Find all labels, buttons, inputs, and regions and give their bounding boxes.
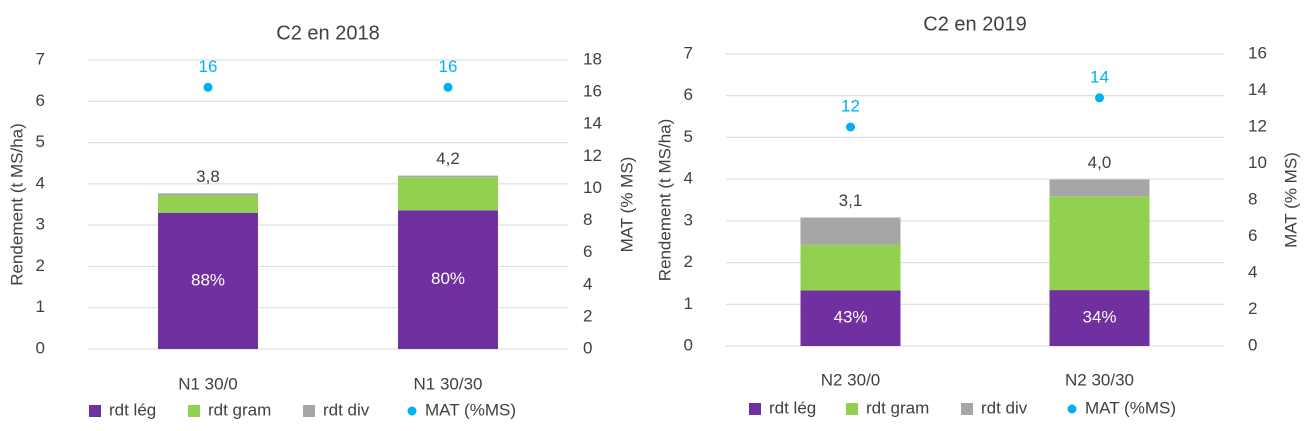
y-tick-label: 5 — [36, 132, 45, 151]
y-tick-label: 0 — [36, 338, 45, 357]
mat-label: 14 — [1090, 67, 1109, 86]
bar-rdt-div — [1049, 179, 1150, 197]
legend-label: rdt lég — [109, 400, 156, 419]
mat-label: 16 — [199, 57, 218, 76]
mat-label: 12 — [841, 96, 860, 115]
y-tick-label: 2 — [36, 256, 45, 275]
x-category-label: N2 30/0 — [821, 370, 881, 389]
y2-tick-label: 4 — [1248, 262, 1257, 281]
y2-tick-label: 6 — [583, 242, 592, 261]
legend-swatch — [749, 403, 761, 415]
y2-tick-label: 8 — [583, 210, 592, 229]
y-tick-label: 0 — [684, 335, 693, 354]
y2-tick-label: 12 — [1248, 116, 1267, 135]
legend-marker-mat — [407, 406, 417, 416]
chart-title: C2 en 2019 — [923, 13, 1026, 35]
legend-swatch — [846, 403, 858, 415]
bar-rdt-div — [398, 175, 498, 178]
y2-axis-title: MAT (% MS) — [1281, 152, 1300, 248]
y-tick-label: 2 — [684, 252, 693, 271]
y2-tick-label: 14 — [583, 114, 602, 133]
mat-point — [846, 122, 855, 132]
y-axis-title: Rendement (t MS/ha) — [7, 123, 26, 286]
legend-label: rdt gram — [866, 398, 929, 417]
legend-label: MAT (%MS) — [1085, 398, 1176, 417]
y2-tick-label: 18 — [583, 49, 602, 68]
y-tick-label: 3 — [684, 210, 693, 229]
y-tick-label: 1 — [36, 297, 45, 316]
bar-total-label: 4,2 — [436, 149, 460, 168]
bar-rdt-leg — [398, 210, 498, 349]
y-tick-label: 7 — [684, 43, 693, 62]
x-category-label: N1 30/30 — [414, 374, 483, 393]
bar-rdt-div — [800, 217, 901, 245]
legend-label: rdt div — [323, 400, 370, 419]
y-tick-label: 4 — [36, 173, 45, 192]
bar-rdt-div — [158, 193, 258, 196]
y2-tick-label: 10 — [583, 178, 602, 197]
legend-marker-mat — [1067, 404, 1077, 414]
y2-tick-label: 10 — [1248, 153, 1267, 172]
y-tick-label: 6 — [684, 85, 693, 104]
y2-tick-label: 4 — [583, 274, 592, 293]
bar-percent-label: 80% — [431, 269, 465, 288]
bar-percent-label: 43% — [833, 308, 867, 327]
y2-tick-label: 0 — [583, 338, 592, 357]
bar-rdt-leg — [800, 290, 901, 346]
y-tick-label: 5 — [684, 127, 693, 146]
chart-c2-2018: C2 en 201801234567024681012141618Rendeme… — [7, 22, 636, 419]
mat-point — [203, 82, 213, 92]
y2-tick-label: 2 — [583, 306, 592, 325]
y2-tick-label: 14 — [1248, 80, 1267, 99]
bar-total-label: 3,1 — [839, 191, 863, 210]
y2-tick-label: 12 — [583, 146, 602, 165]
legend-label: rdt div — [981, 398, 1028, 417]
bar-percent-label: 88% — [191, 270, 225, 289]
y-tick-label: 1 — [684, 294, 693, 313]
legend-label: rdt gram — [208, 400, 271, 419]
bar-percent-label: 34% — [1082, 308, 1116, 327]
y-tick-label: 6 — [36, 91, 45, 110]
legend-swatch — [303, 405, 315, 417]
y-tick-label: 3 — [36, 215, 45, 234]
legend-swatch — [89, 405, 101, 417]
bar-total-label: 4,0 — [1088, 153, 1112, 172]
y2-tick-label: 16 — [1248, 43, 1267, 62]
y-tick-label: 7 — [36, 49, 45, 68]
y-tick-label: 4 — [684, 169, 693, 188]
y2-tick-label: 6 — [1248, 226, 1257, 245]
y-axis-title: Rendement (t MS/ha) — [655, 119, 674, 282]
bar-rdt-leg — [158, 212, 258, 349]
chart-title: C2 en 2018 — [276, 22, 379, 44]
y2-tick-label: 2 — [1248, 299, 1257, 318]
legend-swatch — [188, 405, 200, 417]
legend-swatch — [961, 403, 973, 415]
legend-label: MAT (%MS) — [425, 400, 516, 419]
x-category-label: N2 30/30 — [1065, 370, 1134, 389]
mat-point — [1095, 93, 1104, 103]
y2-tick-label: 0 — [1248, 335, 1257, 354]
mat-point — [443, 82, 453, 92]
mat-label: 16 — [439, 57, 458, 76]
bar-rdt-gram — [800, 244, 901, 291]
x-category-label: N1 30/0 — [178, 374, 238, 393]
bar-rdt-leg — [1049, 290, 1150, 346]
bar-rdt-gram — [398, 177, 498, 211]
bar-rdt-gram — [158, 195, 258, 213]
legend-label: rdt lég — [769, 398, 816, 417]
chart-c2-2019: C2 en 2019012345670246810121416Rendement… — [655, 13, 1300, 417]
y2-tick-label: 16 — [583, 82, 602, 101]
y2-tick-label: 8 — [1248, 189, 1257, 208]
bar-rdt-gram — [1049, 196, 1150, 291]
bar-total-label: 3,8 — [196, 167, 220, 186]
y2-axis-title: MAT (% MS) — [617, 157, 636, 253]
